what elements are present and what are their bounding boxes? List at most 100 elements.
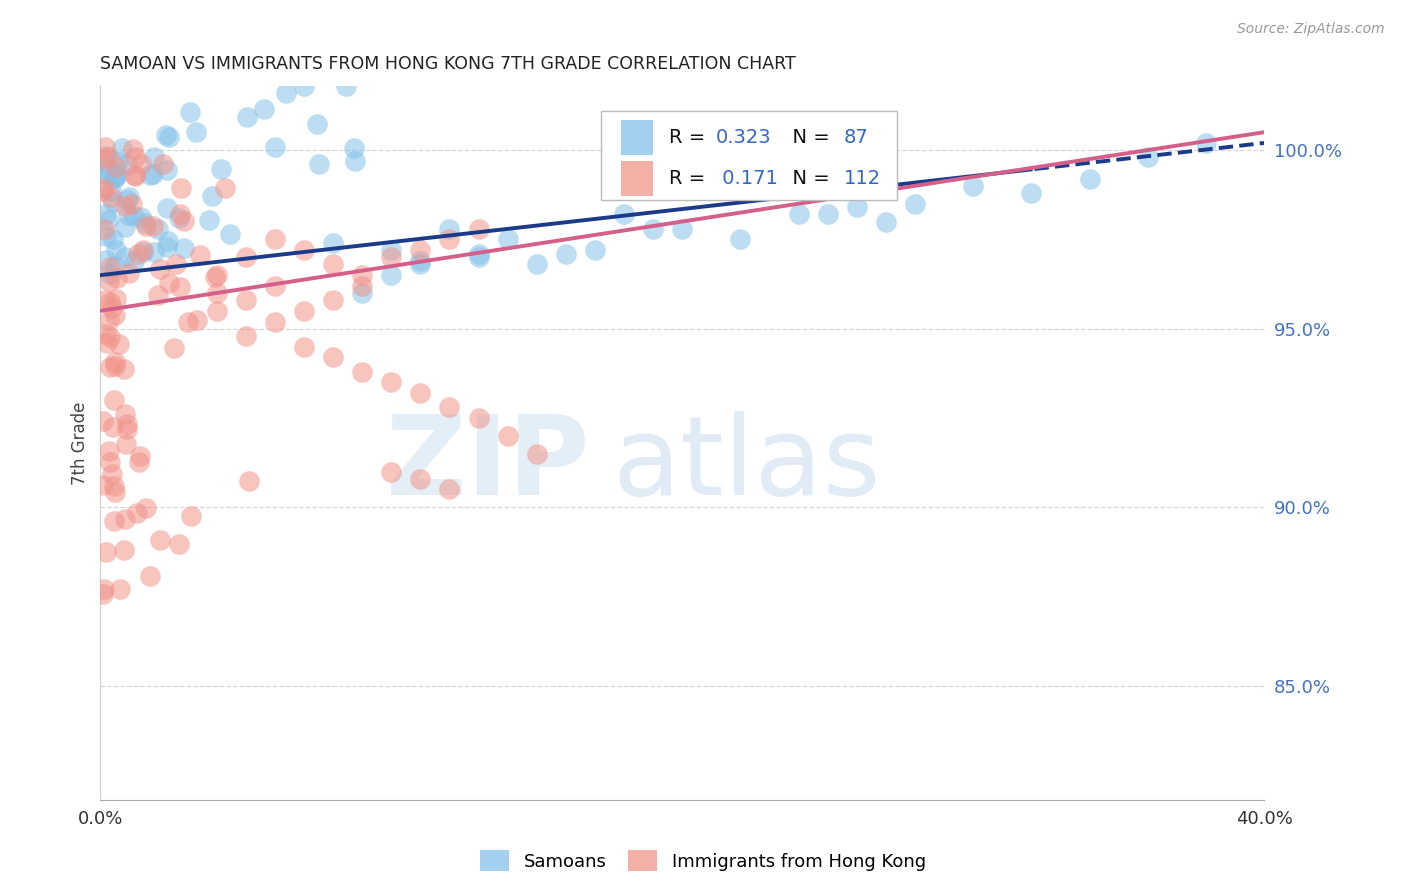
Point <box>264 232 287 246</box>
Point <box>117 208 139 222</box>
Point <box>186 313 208 327</box>
Point <box>115 437 138 451</box>
Point <box>205 268 228 282</box>
Point <box>205 285 228 300</box>
Point <box>114 250 136 264</box>
Point <box>155 128 177 142</box>
Point <box>94 544 117 558</box>
Point <box>91 478 114 492</box>
Y-axis label: 7th Grade: 7th Grade <box>72 401 89 484</box>
Point <box>169 537 191 551</box>
Point <box>104 485 127 500</box>
Point <box>98 313 121 327</box>
Point <box>352 268 374 282</box>
Point <box>105 168 128 182</box>
Point <box>409 472 432 486</box>
Point <box>131 210 153 224</box>
Point <box>439 221 461 235</box>
Point <box>235 250 257 264</box>
Point <box>204 270 226 285</box>
Point <box>101 467 124 482</box>
Point <box>96 149 118 163</box>
Point <box>173 213 195 227</box>
Point <box>101 231 124 245</box>
Text: 0.323: 0.323 <box>716 128 772 147</box>
Point <box>127 246 149 260</box>
Point <box>409 257 432 271</box>
Point <box>112 362 135 376</box>
Point <box>143 245 166 260</box>
Point <box>124 168 146 182</box>
Point <box>111 141 134 155</box>
Point <box>103 170 125 185</box>
Point <box>108 582 131 596</box>
Point <box>131 157 153 171</box>
Text: 87: 87 <box>844 128 869 147</box>
Text: atlas: atlas <box>613 411 882 518</box>
Point <box>91 185 114 199</box>
Point <box>214 181 236 195</box>
Point <box>322 235 344 250</box>
Point <box>139 569 162 583</box>
Point <box>98 444 121 458</box>
Text: Source: ZipAtlas.com: Source: ZipAtlas.com <box>1237 22 1385 37</box>
Point <box>179 104 201 119</box>
Text: R =: R = <box>669 128 711 147</box>
Point <box>94 293 117 307</box>
Point <box>188 248 211 262</box>
Point <box>962 178 984 193</box>
Point <box>132 243 155 257</box>
Point <box>124 169 146 183</box>
Point <box>157 129 180 144</box>
Point <box>439 401 461 415</box>
Point <box>671 221 693 235</box>
Text: 0.171: 0.171 <box>716 169 778 188</box>
Point <box>98 268 121 282</box>
Point <box>1021 186 1043 200</box>
Point <box>380 465 402 479</box>
Point <box>142 150 165 164</box>
Point <box>173 241 195 255</box>
Point <box>118 189 141 203</box>
Point <box>209 162 232 177</box>
Point <box>149 533 172 547</box>
Point <box>103 392 125 407</box>
Point <box>96 335 118 350</box>
Point <box>1136 150 1159 164</box>
Point <box>352 365 374 379</box>
Point <box>142 219 165 233</box>
Point <box>122 254 145 268</box>
Point <box>114 512 136 526</box>
Legend: Samoans, Immigrants from Hong Kong: Samoans, Immigrants from Hong Kong <box>472 843 934 879</box>
Point <box>787 207 810 221</box>
Point <box>467 250 489 264</box>
Point <box>98 295 121 310</box>
Point <box>439 483 461 497</box>
Point <box>180 509 202 524</box>
Point <box>235 110 257 124</box>
Point <box>409 243 432 257</box>
Point <box>205 303 228 318</box>
Point <box>467 246 489 260</box>
Point <box>335 78 357 93</box>
Point <box>380 243 402 257</box>
Point <box>100 185 122 199</box>
Point <box>292 303 315 318</box>
Point <box>96 253 118 268</box>
Point <box>117 266 139 280</box>
FancyBboxPatch shape <box>600 111 897 200</box>
Point <box>104 171 127 186</box>
Point <box>1195 136 1218 150</box>
Point <box>613 207 636 221</box>
Point <box>305 117 328 131</box>
Point <box>146 222 169 236</box>
Point <box>104 355 127 369</box>
Text: N =: N = <box>780 169 837 188</box>
Point <box>107 155 129 169</box>
Point <box>496 429 519 443</box>
Point <box>583 243 606 257</box>
Point <box>184 124 207 138</box>
Point <box>98 274 121 288</box>
Point <box>198 212 221 227</box>
Point <box>114 219 136 234</box>
